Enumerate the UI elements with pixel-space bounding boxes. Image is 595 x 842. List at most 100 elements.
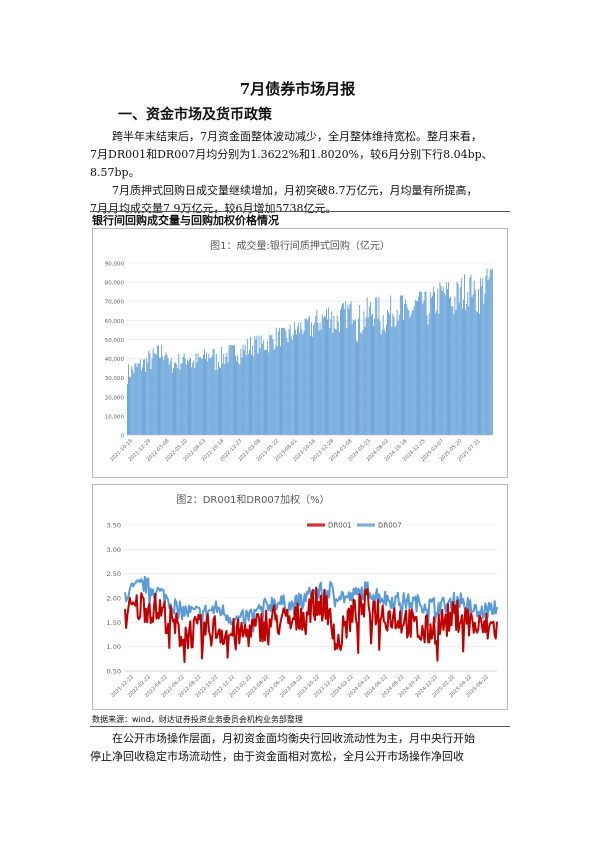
chart1-bar — [170, 357, 172, 435]
chart1-bar — [491, 268, 493, 435]
chart1-bar — [480, 278, 482, 435]
chart1-bar — [213, 349, 215, 435]
chart1-bar — [245, 355, 247, 435]
chart1-bar — [215, 353, 217, 435]
chart1-bar — [486, 268, 488, 435]
chart1-bar — [291, 339, 293, 435]
chart1-bar — [396, 310, 398, 435]
chart1-bar — [419, 291, 421, 435]
chart1-bar — [186, 359, 188, 435]
chart1-bar — [413, 306, 415, 435]
chart1-bar — [394, 326, 396, 435]
chart1-bar — [475, 311, 477, 435]
chart1-bar — [225, 356, 227, 435]
chart1-bar — [415, 300, 417, 435]
chart1-bar — [358, 318, 360, 435]
page-title: 7月债券市场月报 — [239, 80, 356, 98]
chart1-bar — [198, 357, 200, 435]
chart1-bar — [134, 363, 136, 435]
chart1-bar — [360, 332, 362, 435]
chart1-bar — [464, 274, 465, 435]
chart1-bar — [432, 295, 433, 435]
chart1-bar — [295, 329, 296, 435]
chart1-bar — [209, 358, 211, 435]
para3-line2: 停止净回收稳定市场流动性，由于资金面相对宽松，全月公开市场操作净回收 — [90, 750, 464, 763]
chart1-bar — [301, 329, 303, 435]
chart1-bar — [152, 348, 154, 435]
chart1-bar — [162, 356, 164, 435]
chart1-bar — [481, 286, 483, 435]
chart1-bar — [389, 314, 391, 435]
chart1-bar — [175, 362, 177, 435]
chart1-bar — [271, 334, 273, 435]
chart1-bar — [214, 370, 216, 435]
chart1-bar — [395, 325, 397, 435]
chart1-bar — [136, 366, 138, 435]
chart1-bar — [478, 289, 479, 435]
chart1-bar — [408, 310, 410, 435]
chart1-bar — [333, 315, 335, 435]
chart2-ytick-label: 0.50 — [107, 668, 121, 676]
chart1-bar — [450, 296, 452, 435]
paragraph-3: 在公开市场操作层面，月初资金面均衡央行回收流动性为主，月中央行开始 停止净回收稳… — [90, 730, 510, 766]
chart1-bar — [303, 330, 305, 435]
chart1-bar — [429, 292, 431, 435]
chart1-bar — [149, 353, 151, 435]
chart1-bar — [282, 327, 284, 435]
chart1-bar — [366, 297, 368, 435]
chart1-bar — [363, 311, 365, 435]
chart1-bar — [144, 359, 145, 435]
chart1-bar — [335, 329, 337, 435]
chart1-bar — [322, 317, 324, 435]
chart1-bar — [369, 301, 371, 435]
chart1-bar — [474, 289, 476, 435]
chart1-bar — [206, 352, 208, 435]
chart1-ytick-label: 80,000 — [105, 281, 125, 287]
chart1-bar — [255, 339, 257, 435]
chart1-bar — [265, 350, 266, 435]
chart1-bar — [473, 280, 475, 435]
chart1-bar — [283, 327, 285, 435]
chart1-bar — [418, 296, 419, 435]
chart1-bar — [334, 328, 336, 435]
chart1-bar — [414, 299, 416, 435]
chart1-bar — [460, 278, 462, 435]
chart2-ytick-label: 1.50 — [107, 619, 121, 627]
chart1-bar — [292, 334, 294, 435]
chart1-bar — [490, 269, 492, 435]
chart1-bar — [165, 352, 167, 435]
chart1-bar — [127, 383, 128, 435]
chart1-bar — [208, 353, 210, 435]
chart1-bar — [253, 356, 255, 435]
chart1-bar — [241, 357, 243, 435]
chart1-bar — [207, 361, 209, 435]
chart1-bar — [285, 330, 287, 435]
chart1-bar — [484, 293, 486, 435]
chart1-bar — [180, 363, 182, 435]
chart1-bar — [455, 310, 457, 435]
chart1-bar — [260, 335, 262, 435]
chart1-bar — [483, 303, 485, 435]
chart1-bar — [219, 366, 220, 435]
chart1-ytick-label: 0 — [121, 434, 125, 440]
chart1-bar — [444, 295, 446, 435]
chart1-bar — [220, 367, 221, 435]
chart1-bar — [256, 335, 258, 435]
chart1-bar — [459, 287, 461, 435]
chart1-bar — [297, 326, 299, 435]
chart1-bar — [348, 308, 350, 435]
source-rule — [90, 726, 510, 727]
chart1-bar — [346, 328, 348, 435]
chart2-rates: 图2：DR001和DR007加权（%） DR001 DR007 0.50 1.00 1.5… — [107, 493, 498, 699]
chart1-bar — [468, 306, 470, 435]
chart1-bar — [141, 367, 143, 435]
chart1-bar — [332, 332, 334, 435]
chart1-title: 图1：成交量:银行间质押式回购（亿元） — [210, 239, 390, 252]
chart1-bar — [489, 268, 491, 435]
chart1-bar — [351, 323, 353, 435]
chart1-bar — [420, 291, 422, 435]
chart1-bar — [250, 336, 251, 435]
chart1-bar — [254, 335, 256, 435]
chart1-bar — [185, 364, 187, 435]
section-heading: 一、资金市场及货币政策 — [118, 107, 272, 123]
